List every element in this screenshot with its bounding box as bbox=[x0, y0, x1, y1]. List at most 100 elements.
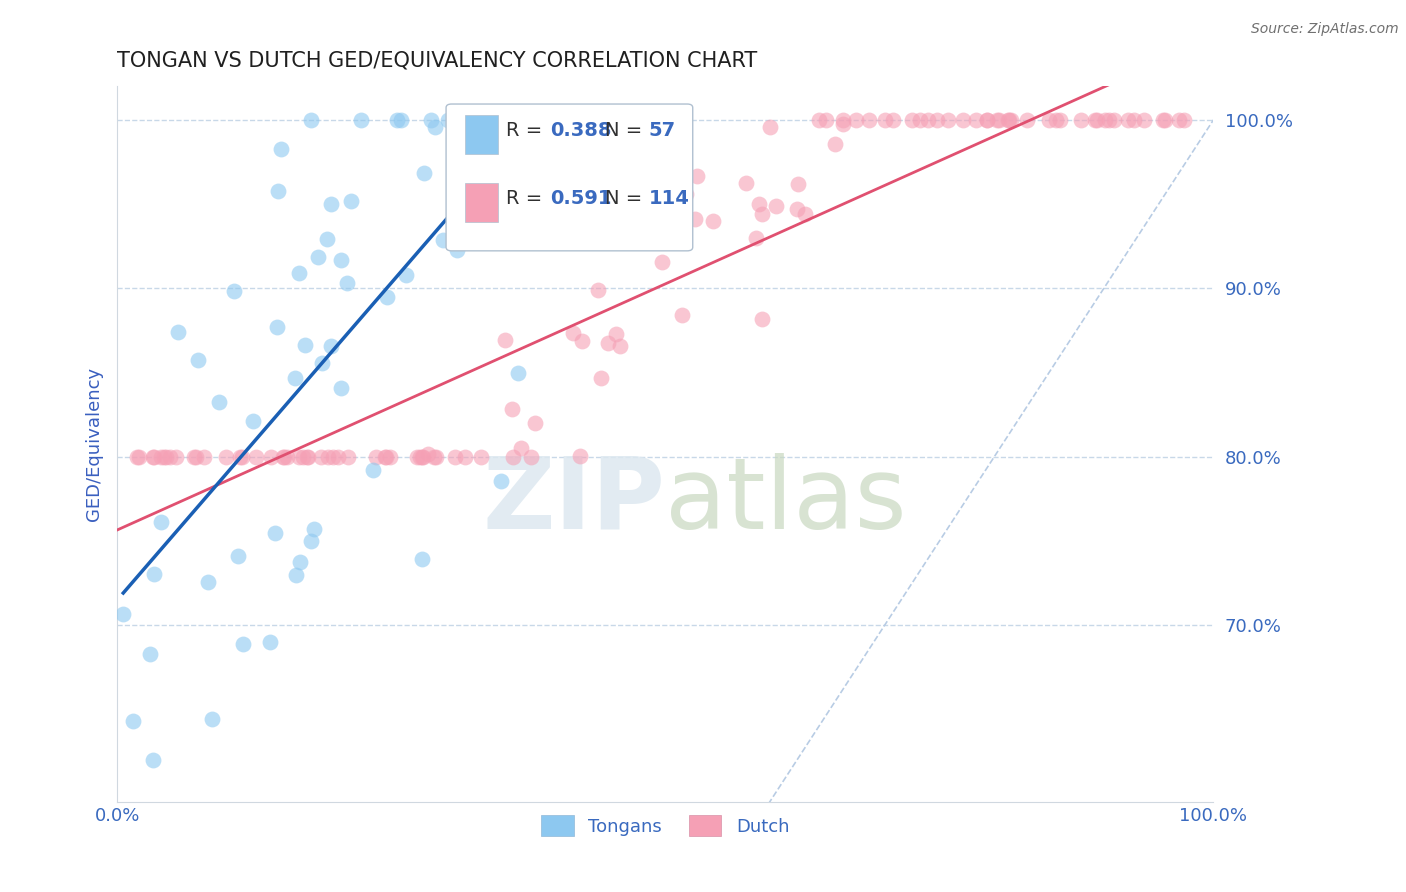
Point bbox=[683, 211, 706, 226]
Point bbox=[270, 142, 292, 156]
Point bbox=[193, 450, 215, 464]
Point bbox=[986, 112, 1008, 127]
Point bbox=[207, 394, 229, 409]
Point bbox=[662, 117, 685, 131]
Point bbox=[420, 112, 443, 127]
Point bbox=[159, 450, 181, 464]
Point bbox=[112, 607, 135, 621]
Point bbox=[976, 112, 998, 127]
Point bbox=[751, 207, 773, 221]
Point bbox=[361, 463, 384, 477]
Point bbox=[571, 334, 593, 348]
Point bbox=[423, 450, 446, 464]
Point bbox=[411, 450, 433, 464]
Point bbox=[302, 522, 325, 536]
Point bbox=[987, 112, 1010, 127]
Point bbox=[425, 120, 447, 135]
Point bbox=[519, 450, 541, 464]
Text: atlas: atlas bbox=[665, 453, 907, 550]
Point bbox=[908, 112, 931, 127]
Point bbox=[271, 450, 294, 464]
Point bbox=[200, 712, 222, 726]
Point bbox=[276, 450, 298, 464]
Point bbox=[406, 450, 429, 464]
Point bbox=[491, 112, 513, 127]
Point bbox=[287, 266, 309, 280]
Point bbox=[299, 534, 322, 549]
Point bbox=[294, 338, 316, 352]
Text: 0.388: 0.388 bbox=[550, 121, 612, 140]
Text: R =: R = bbox=[506, 189, 548, 209]
Point bbox=[336, 277, 359, 291]
Point bbox=[1102, 112, 1125, 127]
Point bbox=[290, 555, 312, 569]
Point bbox=[340, 194, 363, 209]
Point bbox=[226, 549, 249, 563]
Point bbox=[350, 112, 373, 127]
Text: TONGAN VS DUTCH GED/EQUIVALENCY CORRELATION CHART: TONGAN VS DUTCH GED/EQUIVALENCY CORRELAT… bbox=[117, 51, 758, 70]
Point bbox=[1045, 112, 1067, 127]
Point bbox=[378, 450, 401, 464]
Text: ZIP: ZIP bbox=[482, 453, 665, 550]
Point bbox=[1168, 112, 1191, 127]
Point bbox=[187, 353, 209, 368]
Point bbox=[748, 197, 770, 211]
Point bbox=[875, 112, 897, 127]
Point bbox=[832, 112, 855, 127]
Point bbox=[165, 450, 187, 464]
Point bbox=[1118, 112, 1140, 127]
Point bbox=[446, 244, 468, 258]
Point bbox=[150, 515, 173, 529]
Point bbox=[494, 333, 516, 347]
Text: Source: ZipAtlas.com: Source: ZipAtlas.com bbox=[1251, 22, 1399, 37]
Point bbox=[375, 290, 398, 304]
Point bbox=[794, 207, 817, 221]
Point bbox=[976, 112, 998, 127]
Point bbox=[232, 637, 254, 651]
Point bbox=[155, 450, 177, 464]
Point bbox=[329, 253, 352, 268]
Point bbox=[259, 635, 281, 649]
Point bbox=[808, 112, 831, 127]
Point bbox=[432, 233, 454, 247]
Point bbox=[927, 112, 949, 127]
Point bbox=[1017, 112, 1039, 127]
Point bbox=[153, 450, 176, 464]
Point bbox=[1084, 112, 1107, 127]
Point bbox=[824, 137, 846, 152]
Point bbox=[1173, 112, 1195, 127]
Point bbox=[765, 198, 787, 212]
Point bbox=[292, 450, 315, 464]
Point bbox=[882, 112, 904, 127]
Point bbox=[264, 525, 287, 540]
Point bbox=[413, 166, 436, 180]
Point bbox=[143, 567, 166, 582]
Point bbox=[309, 450, 332, 464]
Point bbox=[139, 647, 162, 661]
Point bbox=[374, 450, 396, 464]
Point bbox=[184, 450, 207, 464]
Point bbox=[745, 231, 768, 245]
Point bbox=[436, 112, 458, 127]
Point bbox=[786, 202, 808, 216]
Text: N =: N = bbox=[605, 189, 648, 209]
Point bbox=[287, 450, 309, 464]
Point bbox=[952, 112, 974, 127]
Point bbox=[1152, 112, 1174, 127]
Point bbox=[1098, 112, 1121, 127]
Point bbox=[499, 175, 522, 189]
Point bbox=[444, 450, 467, 464]
Point bbox=[502, 450, 524, 464]
Point bbox=[786, 177, 808, 191]
Point bbox=[149, 450, 172, 464]
Point bbox=[751, 312, 773, 326]
Point bbox=[671, 309, 693, 323]
Point bbox=[224, 285, 246, 299]
Point bbox=[394, 268, 416, 282]
Point bbox=[454, 450, 477, 464]
Point bbox=[1133, 112, 1156, 127]
Point bbox=[322, 450, 344, 464]
FancyBboxPatch shape bbox=[465, 115, 498, 154]
Text: R =: R = bbox=[506, 121, 548, 140]
Point bbox=[311, 356, 333, 370]
